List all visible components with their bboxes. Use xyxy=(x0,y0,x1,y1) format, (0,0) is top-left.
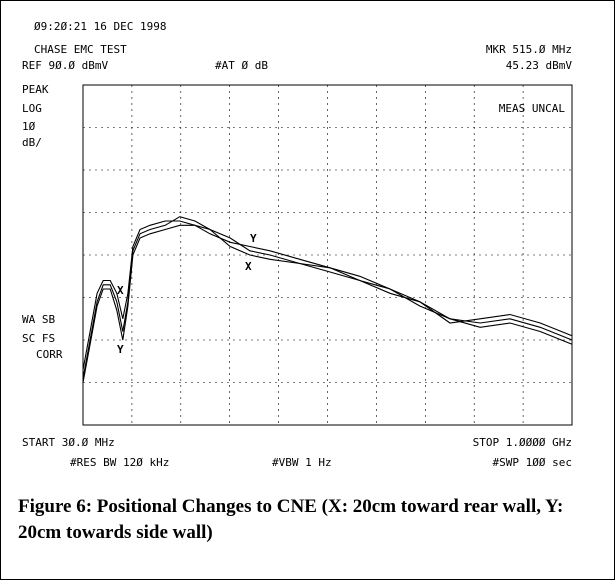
div: 1Ø xyxy=(22,120,36,133)
vbw: #VBW 1 Hz xyxy=(272,456,332,469)
marker-level: 45.23 dBmV xyxy=(506,59,573,72)
corr: CORR xyxy=(36,348,63,361)
wa: WA SB xyxy=(22,313,55,326)
sc: SC FS xyxy=(22,332,55,345)
trace xyxy=(82,224,573,383)
start: START 3Ø.Ø MHz xyxy=(22,436,115,449)
marker: MKR 515.Ø MHz xyxy=(486,43,572,56)
stop: STOP 1.ØØØØ GHz xyxy=(473,436,572,449)
annotation: X xyxy=(117,284,124,297)
trace xyxy=(82,216,573,379)
scale: LOG xyxy=(22,102,42,115)
test: CHASE EMC TEST xyxy=(34,43,127,56)
caption-box: Figure 6: Positional Changes to CNE (X: … xyxy=(18,496,564,543)
annotation: X xyxy=(245,260,252,273)
swp: #SWP 1ØØ sec xyxy=(493,456,572,469)
annotation: Y xyxy=(250,232,257,245)
time: Ø9:2Ø:21 16 DEC 1998 xyxy=(34,20,166,33)
mode: PEAK xyxy=(22,83,49,96)
annotation: Y xyxy=(117,343,124,356)
unit: dB/ xyxy=(22,136,42,149)
atten: #AT Ø dB xyxy=(215,59,268,72)
ref: REF 9Ø.Ø dBmV xyxy=(22,59,108,72)
uncal: MEAS UNCAL xyxy=(499,102,566,115)
rbw: #RES BW 12Ø kHz xyxy=(70,456,169,469)
caption: Figure 6: Positional Changes to CNE (X: … xyxy=(18,496,564,543)
